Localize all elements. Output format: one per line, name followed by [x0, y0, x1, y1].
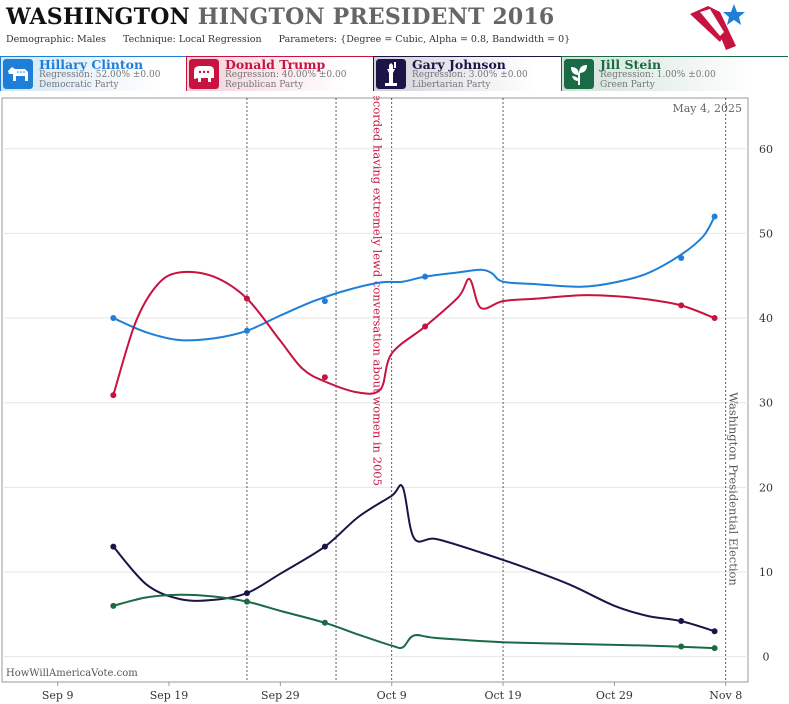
data-point-stein: [110, 602, 117, 609]
candidate-legend: Hillary Clinton Regression: 52.00% ±0.00…: [0, 56, 789, 92]
series-line-clinton: [112, 215, 716, 342]
title-main: WASHINGTON: [6, 4, 190, 30]
data-point-trump: [678, 302, 685, 309]
chart-date-label: May 4, 2025: [672, 102, 742, 115]
legend-name-stein: Jill Stein: [600, 57, 662, 72]
data-point-johnson: [243, 590, 250, 597]
legend-item-stein: Jill Stein Regression: 1.00% ±0.00 Green…: [561, 56, 788, 91]
y-tick-label: 20: [759, 481, 773, 494]
data-point-clinton: [422, 273, 429, 280]
annotation-label: Washington Presidential Election: [727, 392, 741, 586]
x-tick-label: Oct 29: [596, 689, 633, 702]
legend-regression-trump: Regression: 40.00% ±0.00: [225, 70, 347, 80]
star-flag-logo-icon: [690, 4, 745, 50]
legend-regression-johnson: Regression: 3.00% ±0.00: [412, 70, 528, 80]
y-tick-label: 60: [759, 143, 773, 156]
data-point-clinton: [711, 213, 718, 220]
data-point-johnson: [678, 618, 685, 625]
x-tick-label: Sep 29: [261, 689, 300, 702]
poll-line-chart: 0 10 20 30 40 50 60 Sep 9 Sep 19 Sep 29 Oct 9 Oct 1…: [1, 96, 773, 702]
legend-name-johnson: Gary Johnson: [412, 57, 506, 72]
data-point-trump: [243, 295, 250, 302]
page-title: WASHINGTON HINGTON PRESIDENT 2016: [6, 4, 554, 30]
title-rest: HINGTON PRESIDENT 2016: [189, 4, 555, 30]
data-point-trump: [321, 374, 328, 381]
demographic-label: Demographic: Males: [6, 34, 106, 45]
legend-party-johnson: Libertarian Party: [412, 80, 491, 90]
parameters-label: Parameters: {Degree = Cubic, Alpha = 0.8…: [278, 34, 571, 45]
legend-regression-clinton: Regression: 52.00% ±0.00: [39, 70, 161, 80]
data-point-trump: [711, 315, 718, 322]
y-tick-label: 50: [759, 227, 773, 240]
data-point-trump: [110, 392, 117, 399]
data-point-clinton: [678, 254, 685, 261]
x-tick-label: Oct 9: [377, 689, 407, 702]
data-point-johnson: [321, 543, 328, 550]
source-label: HowWillAmericaVote.com: [6, 668, 138, 679]
legend-party-clinton: Democratic Party: [39, 80, 119, 90]
subtitle: Demographic: Males Technique: Local Regr…: [6, 34, 584, 45]
elephant-icon: [189, 59, 219, 89]
liberty-icon: [376, 59, 406, 89]
y-tick-label: 30: [759, 397, 773, 410]
legend-party-trump: Republican Party: [225, 80, 304, 90]
technique-label: Technique: Local Regression: [123, 34, 262, 45]
data-point-clinton: [110, 315, 117, 322]
data-point-johnson: [110, 543, 117, 550]
y-tick-label: 10: [759, 566, 773, 579]
legend-name-clinton: Hillary Clinton: [39, 57, 144, 72]
legend-party-stein: Green Party: [600, 80, 655, 90]
data-point-clinton: [243, 327, 250, 334]
series-line-stein: [113, 593, 715, 650]
legend-item-clinton: Hillary Clinton Regression: 52.00% ±0.00…: [0, 56, 187, 91]
y-tick-label: 40: [759, 312, 773, 325]
legend-item-trump: Donald Trump Regression: 40.00% ±0.00 Re…: [186, 56, 374, 91]
y-tick-label: 0: [763, 651, 770, 664]
series-line-trump: [112, 270, 715, 396]
x-tick-label: Nov 8: [709, 689, 742, 702]
x-tick-label: Sep 19: [150, 689, 189, 702]
legend-name-trump: Donald Trump: [225, 57, 326, 72]
donkey-icon: [3, 59, 33, 89]
legend-regression-stein: Regression: 1.00% ±0.00: [600, 70, 716, 80]
series-line-johnson: [112, 483, 715, 633]
x-tick-label: Oct 19: [484, 689, 521, 702]
legend-item-johnson: Gary Johnson Regression: 3.00% ±0.00 Lib…: [373, 56, 562, 91]
data-point-stein: [678, 643, 685, 650]
x-tick-label: Sep 9: [42, 689, 74, 702]
plot-frame: [1, 97, 749, 683]
data-point-stein: [243, 598, 250, 605]
data-point-stein: [321, 619, 328, 626]
plant-icon: [564, 59, 594, 89]
data-point-trump: [422, 323, 429, 330]
data-point-stein: [711, 645, 718, 652]
annotation-label: Trump recorded having extremely lewd con…: [370, 96, 384, 486]
data-point-johnson: [711, 628, 718, 635]
data-point-clinton: [321, 298, 328, 305]
